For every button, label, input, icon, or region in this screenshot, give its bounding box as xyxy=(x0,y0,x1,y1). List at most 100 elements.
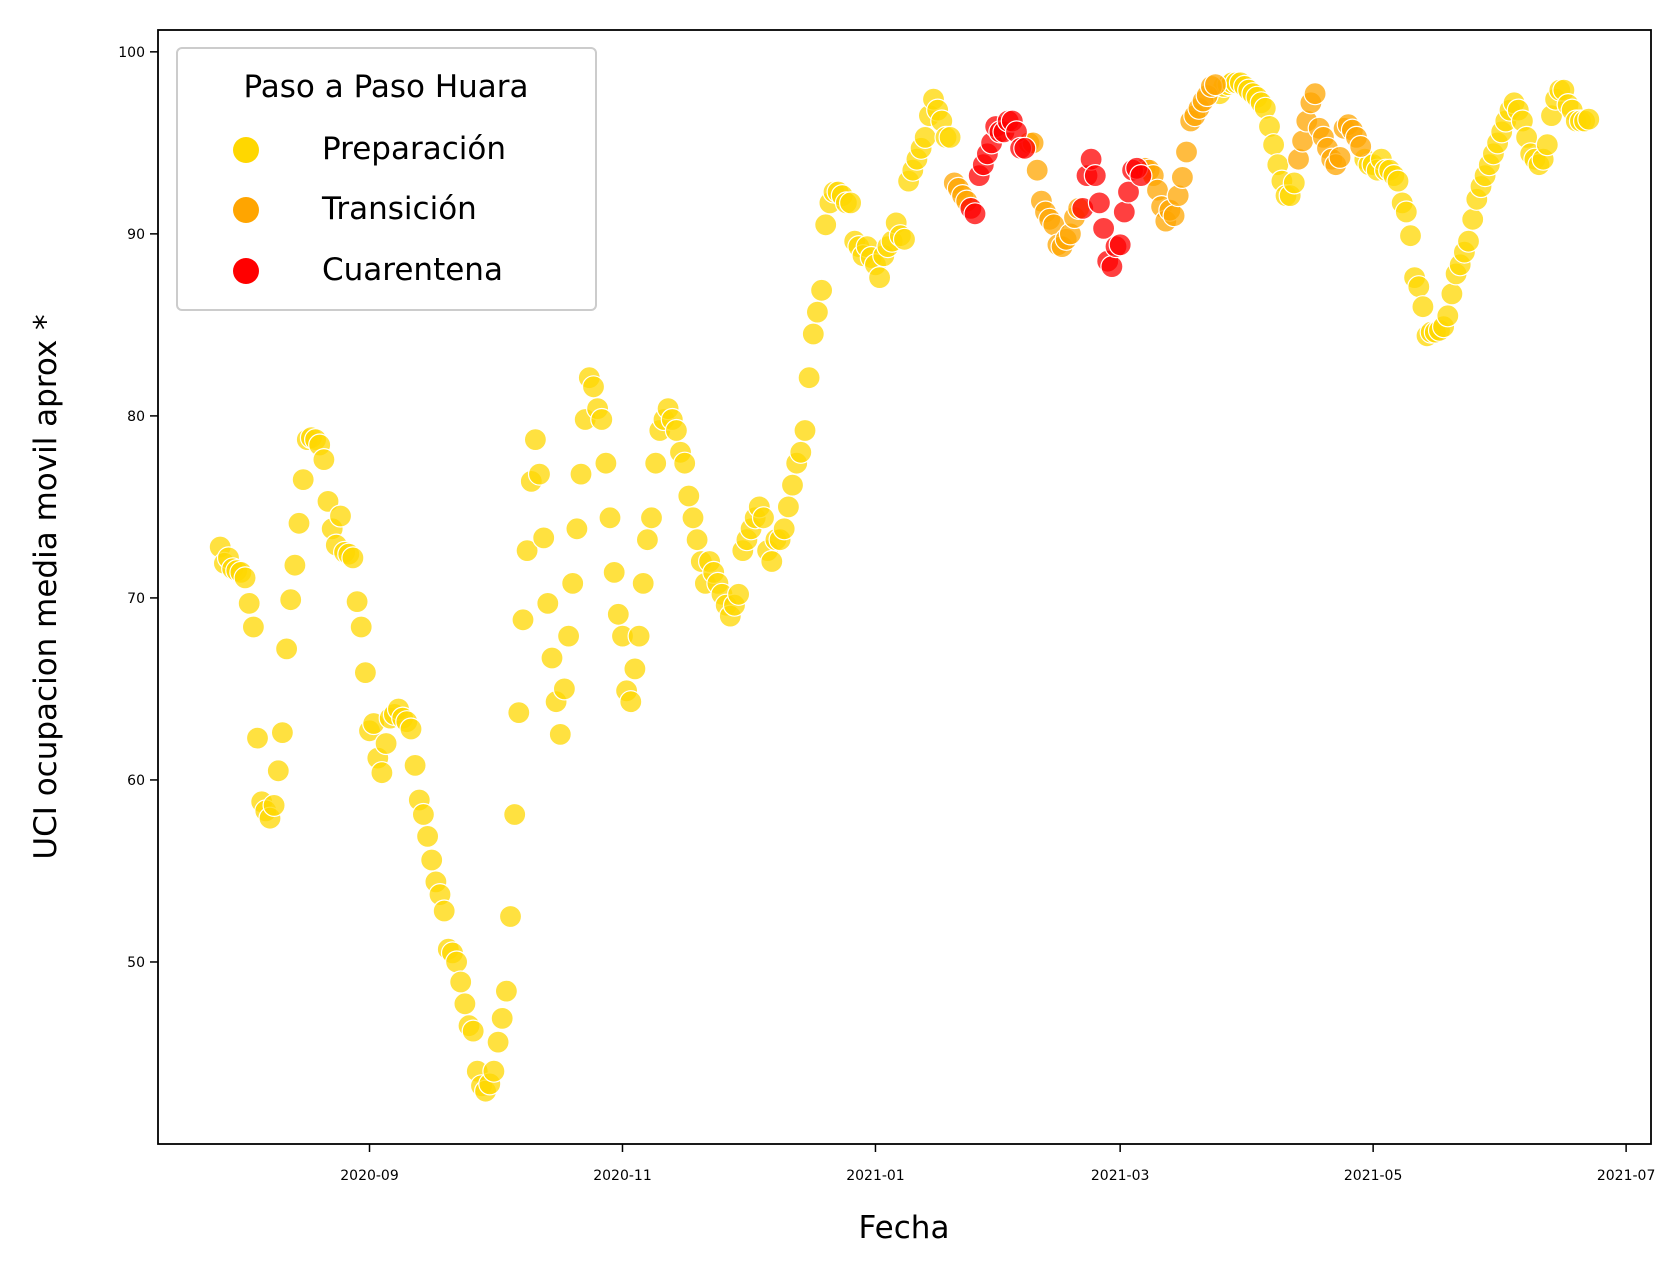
data-point-preparacion xyxy=(1261,133,1286,157)
data-point-preparacion xyxy=(515,538,539,563)
data-point-preparacion xyxy=(494,979,518,1003)
x-axis-label: Fecha xyxy=(859,1210,950,1246)
series-preparacion xyxy=(208,71,1601,1103)
data-point-cuarentena xyxy=(1013,136,1037,160)
data-point-preparacion xyxy=(461,1019,485,1043)
data-point-preparacion xyxy=(370,761,394,785)
data-point-preparacion xyxy=(540,646,564,670)
data-point-preparacion xyxy=(789,440,813,464)
data-point-preparacion xyxy=(838,191,863,215)
points-layer xyxy=(208,71,1601,1103)
data-point-preparacion xyxy=(619,690,643,714)
x-tick-label: 2020-09 xyxy=(340,1168,399,1184)
y-tick-label: 80 xyxy=(127,409,145,425)
data-point-preparacion xyxy=(685,528,709,552)
data-point-preparacion xyxy=(453,992,477,1016)
data-point-preparacion xyxy=(1407,275,1431,299)
data-point-preparacion xyxy=(349,615,373,639)
data-point-preparacion xyxy=(606,602,630,626)
data-point-preparacion xyxy=(237,591,261,616)
data-point-cuarentena xyxy=(1108,233,1132,257)
y-tick-label: 70 xyxy=(127,591,145,607)
y-tick-label: 100 xyxy=(118,45,145,61)
y-axis-label: UCI ocupacion media movil aprox * xyxy=(28,314,64,859)
x-tick-label: 2021-05 xyxy=(1344,1168,1403,1184)
data-point-preparacion xyxy=(503,802,527,827)
data-point-preparacion xyxy=(536,591,560,616)
data-point-preparacion xyxy=(511,608,535,632)
data-point-preparacion xyxy=(432,899,456,923)
y-tick-label: 90 xyxy=(127,227,145,243)
data-point-preparacion xyxy=(590,407,614,432)
data-point-transicion xyxy=(1303,82,1327,106)
data-point-preparacion xyxy=(241,615,265,639)
data-point-preparacion xyxy=(726,582,751,606)
data-point-preparacion xyxy=(1577,107,1601,131)
data-point-preparacion xyxy=(867,266,892,290)
data-point-preparacion xyxy=(490,1006,514,1031)
data-point-preparacion xyxy=(283,553,307,577)
data-point-transicion xyxy=(1025,158,1049,182)
data-point-preparacion xyxy=(581,375,606,399)
series-cuarentena xyxy=(959,109,1153,279)
data-point-preparacion xyxy=(751,506,776,530)
data-point-preparacion xyxy=(233,566,257,590)
data-point-cuarentena xyxy=(963,202,987,226)
legend: Paso a Paso Huara Preparación Transición… xyxy=(176,47,597,311)
data-point-preparacion xyxy=(635,528,660,552)
data-point-transicion xyxy=(1174,140,1199,164)
data-point-preparacion xyxy=(523,428,548,452)
data-point-preparacion xyxy=(445,950,469,974)
data-point-preparacion xyxy=(602,560,626,585)
data-point-preparacion xyxy=(266,759,290,783)
data-point-preparacion xyxy=(245,726,270,750)
data-point-preparacion xyxy=(548,722,572,747)
data-point-preparacion xyxy=(639,506,664,530)
data-point-preparacion xyxy=(673,451,697,475)
data-point-preparacion xyxy=(312,448,336,472)
legend-marker-transicion xyxy=(233,197,259,223)
data-point-preparacion xyxy=(1456,229,1481,253)
data-point-preparacion xyxy=(677,484,701,508)
data-point-cuarentena xyxy=(1112,200,1136,224)
legend-title: Paso a Paso Huara xyxy=(243,69,528,105)
data-point-preparacion xyxy=(644,451,668,475)
plot-frame xyxy=(157,29,1652,1145)
data-point-preparacion xyxy=(1398,224,1423,248)
data-point-preparacion xyxy=(486,1030,510,1054)
data-point-preparacion xyxy=(416,824,440,849)
data-point-preparacion xyxy=(1535,133,1559,157)
data-point-preparacion xyxy=(1411,295,1435,319)
data-point-preparacion xyxy=(913,125,937,149)
data-point-preparacion xyxy=(814,213,838,237)
data-point-preparacion xyxy=(287,511,311,535)
data-point-preparacion xyxy=(279,588,303,612)
y-tick-label: 60 xyxy=(127,773,145,789)
data-point-preparacion xyxy=(1386,169,1410,193)
data-point-preparacion xyxy=(532,526,556,550)
data-point-preparacion xyxy=(793,418,817,443)
data-point-preparacion xyxy=(780,473,805,497)
data-point-cuarentena xyxy=(1087,191,1112,215)
data-point-preparacion xyxy=(449,970,473,994)
data-point-preparacion xyxy=(594,451,618,475)
data-point-preparacion xyxy=(664,418,689,443)
data-point-preparacion xyxy=(345,589,369,614)
data-point-preparacion xyxy=(399,717,423,741)
y-tick-label: 50 xyxy=(127,955,145,971)
data-point-preparacion xyxy=(498,904,523,929)
data-point-preparacion xyxy=(328,504,353,528)
data-point-preparacion xyxy=(275,637,299,661)
data-point-preparacion xyxy=(1436,304,1460,328)
data-point-transicion xyxy=(1328,145,1352,169)
data-point-cuarentena xyxy=(1100,255,1124,279)
x-tick-label: 2021-03 xyxy=(1091,1168,1150,1184)
data-point-preparacion xyxy=(374,731,398,756)
legend-label-preparacion: Preparación xyxy=(322,131,506,167)
data-point-preparacion xyxy=(797,366,821,390)
data-point-cuarentena xyxy=(1129,164,1153,188)
legend-label-cuarentena: Cuarentena xyxy=(322,252,503,288)
legend-label-transicion: Transición xyxy=(321,191,477,227)
data-point-preparacion xyxy=(403,753,427,778)
x-tick-label: 2021-07 xyxy=(1597,1168,1656,1184)
